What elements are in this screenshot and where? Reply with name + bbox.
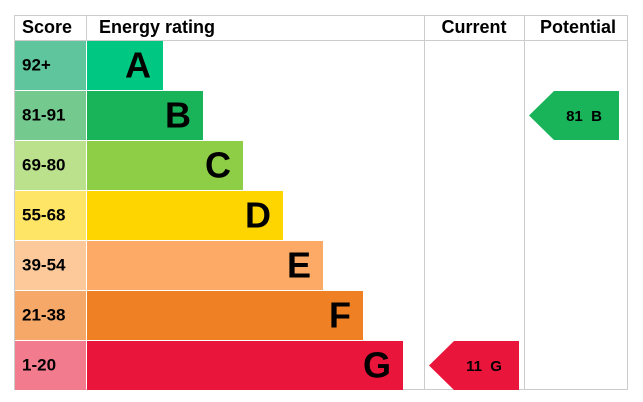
potential-letter: B — [591, 108, 602, 125]
current-value: 11 — [466, 358, 482, 375]
rating-letter: E — [287, 245, 311, 286]
score-label: 39-54 — [22, 255, 66, 274]
score-cell — [15, 191, 86, 240]
rating-letter: B — [165, 95, 191, 136]
score-cell — [15, 241, 86, 290]
score-cell — [15, 41, 86, 90]
header-potential: Potential — [540, 17, 616, 37]
rating-letter: G — [363, 345, 391, 386]
rating-bar — [87, 341, 403, 390]
potential-arrow — [529, 91, 619, 140]
score-label: 92+ — [22, 55, 51, 74]
score-cell — [15, 141, 86, 190]
rating-bar — [87, 291, 363, 340]
current-letter: G — [490, 358, 502, 375]
current-label: 11 G — [466, 358, 502, 375]
header-rating: Energy rating — [99, 17, 215, 37]
rating-letter: A — [125, 45, 151, 86]
rating-bar — [87, 41, 163, 90]
score-cell — [15, 91, 86, 140]
rating-letter: F — [329, 295, 351, 336]
header-current: Current — [441, 17, 506, 37]
score-cell — [15, 341, 86, 390]
score-label: 21-38 — [22, 305, 65, 324]
rating-bar — [87, 141, 243, 190]
header-score: Score — [22, 17, 72, 37]
potential-label: 81 B — [566, 108, 602, 125]
current-arrow — [429, 341, 519, 390]
score-label: 81-91 — [22, 105, 65, 124]
score-label: 69-80 — [22, 155, 65, 174]
score-label: 1-20 — [22, 355, 56, 374]
rating-bar — [87, 241, 323, 290]
rating-bar — [87, 191, 283, 240]
score-label: 55-68 — [22, 205, 65, 224]
rating-letter: C — [205, 145, 231, 186]
rating-letter: D — [245, 195, 271, 236]
rating-bar — [87, 91, 203, 140]
potential-value: 81 — [566, 108, 583, 125]
score-cell — [15, 291, 86, 340]
